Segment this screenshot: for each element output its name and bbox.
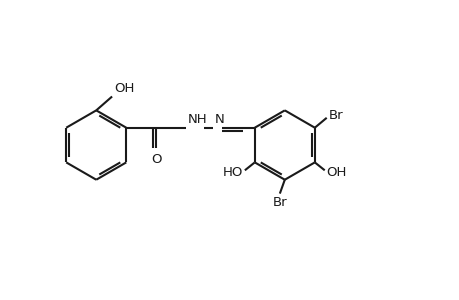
Text: NH: NH: [187, 113, 207, 126]
Text: O: O: [151, 154, 161, 166]
Text: OH: OH: [326, 166, 347, 179]
Text: Br: Br: [328, 109, 342, 122]
Text: N: N: [214, 113, 224, 126]
Text: OH: OH: [114, 82, 134, 94]
Text: HO: HO: [222, 166, 242, 179]
Text: Br: Br: [272, 196, 286, 208]
